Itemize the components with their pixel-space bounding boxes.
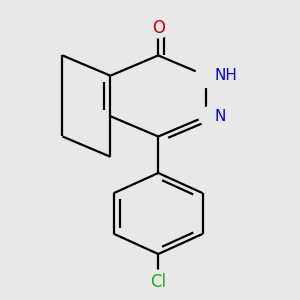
Circle shape	[143, 270, 173, 295]
Text: O: O	[152, 20, 165, 38]
Text: Cl: Cl	[150, 273, 166, 291]
Circle shape	[199, 107, 222, 126]
Text: NH: NH	[214, 68, 237, 83]
Circle shape	[195, 64, 225, 88]
Circle shape	[147, 19, 170, 38]
Text: N: N	[214, 109, 226, 124]
